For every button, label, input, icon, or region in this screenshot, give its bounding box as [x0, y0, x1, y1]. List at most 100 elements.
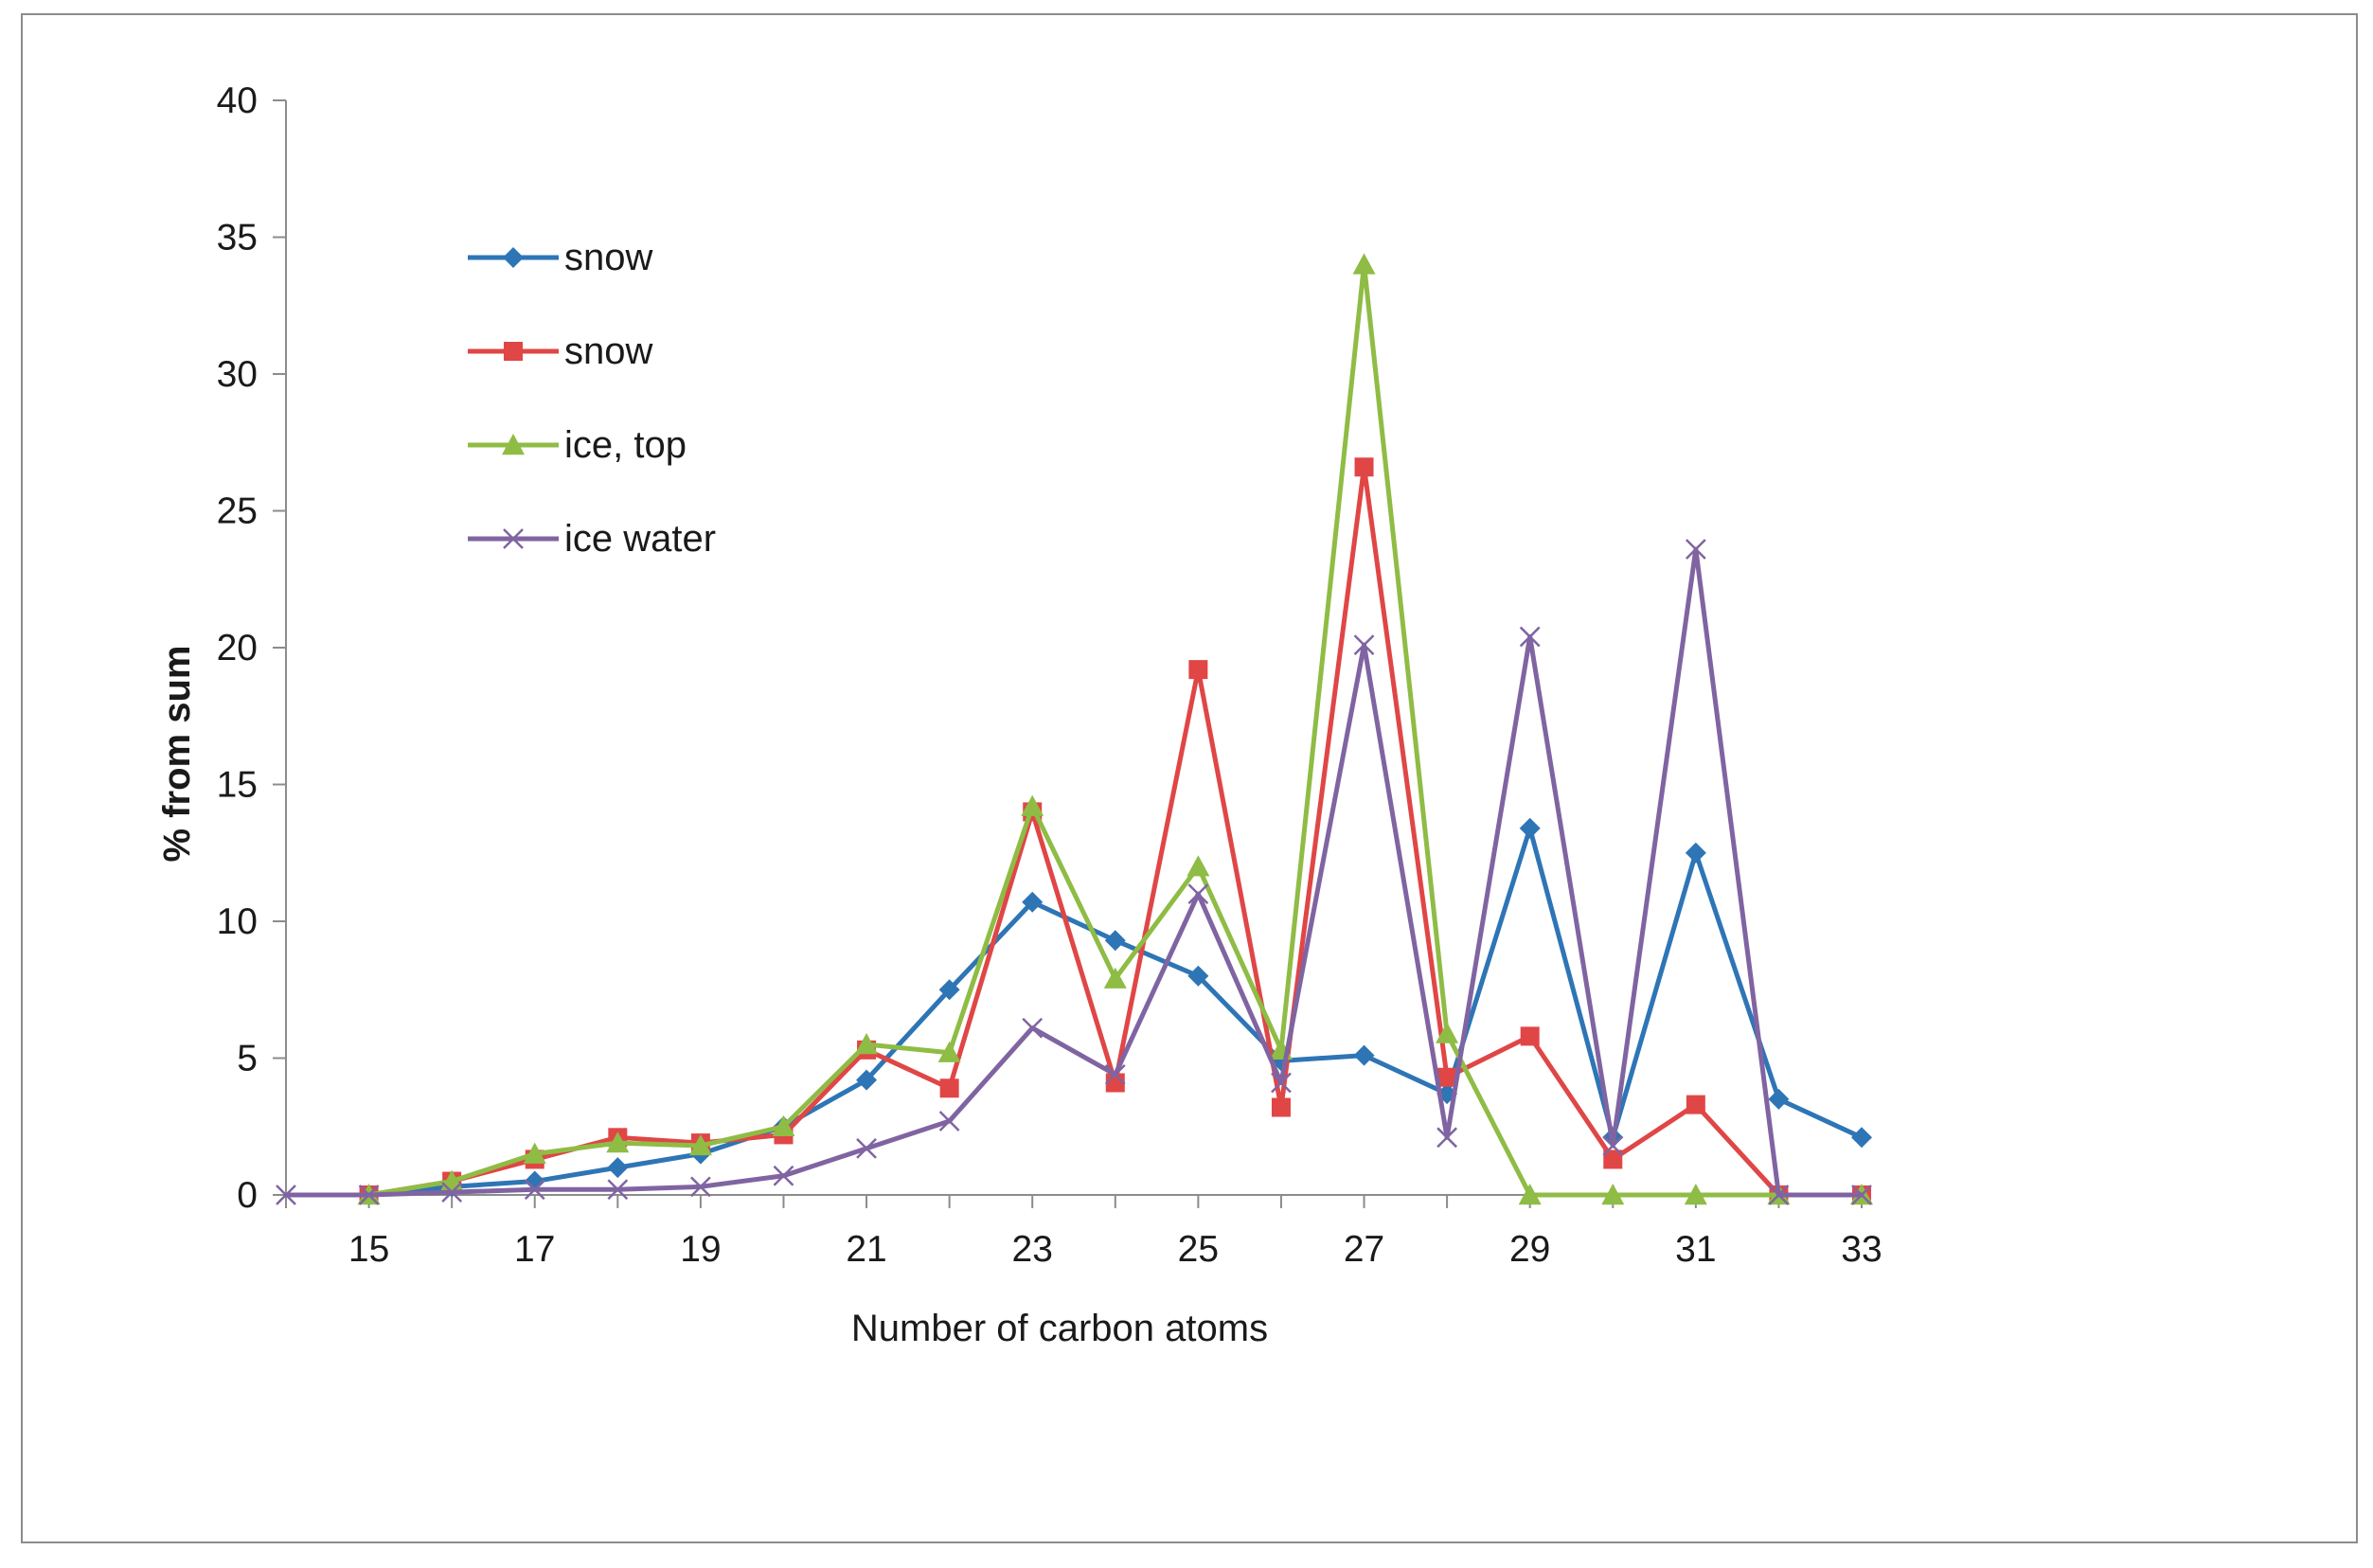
legend-label: snow: [564, 237, 652, 278]
y-tick-label: 10: [217, 901, 258, 942]
y-tick-label: 30: [217, 354, 258, 395]
marker-stroke: [1104, 1063, 1126, 1085]
data-point: [1271, 1097, 1291, 1117]
data-point: [772, 1114, 795, 1136]
x-axis-title: Number of carbon atoms: [851, 1308, 1268, 1349]
data-point: [1686, 1095, 1705, 1114]
chart-frame: 0 5 10 15 20 25 30 35 40 15 17 19 21 23 25 27 29 31 33 sno…: [21, 13, 2358, 1543]
marker-stroke: [1851, 1185, 1872, 1205]
marker-stroke: [938, 1111, 960, 1131]
marker-stroke: [690, 1176, 711, 1198]
data-point: [938, 1111, 960, 1131]
data-point: [524, 1179, 545, 1201]
marker-stroke: [607, 1179, 629, 1201]
marker-stroke: [1187, 883, 1209, 904]
data-point: [606, 1131, 630, 1153]
data-point: [855, 1033, 879, 1055]
y-tick-label: 5: [237, 1039, 258, 1079]
data-point: [1519, 626, 1541, 648]
data-point: [688, 1133, 712, 1156]
y-tick-label: 25: [217, 491, 258, 532]
data-point: [1353, 634, 1375, 655]
data-point: [939, 1078, 959, 1098]
legend-marker: [504, 342, 523, 361]
data-point: [1103, 967, 1127, 989]
data-point: [1685, 539, 1706, 560]
data-point: [1519, 817, 1541, 839]
legend-item: snow: [468, 237, 652, 278]
legend-item: ice, top: [468, 424, 687, 466]
marker-stroke: [524, 1179, 545, 1201]
marker-stroke: [358, 1185, 380, 1205]
data-point: [1851, 1127, 1872, 1149]
data-point: [1520, 1026, 1540, 1046]
data-point: [1022, 891, 1044, 913]
data-point: [1603, 1149, 1623, 1169]
data-point: [1436, 1022, 1459, 1043]
x-tick-label: 17: [514, 1229, 555, 1270]
data-point: [1685, 842, 1706, 864]
legend-label: ice, top: [564, 424, 687, 466]
x-tick-label: 29: [1509, 1229, 1550, 1270]
data-point: [1684, 1184, 1707, 1205]
data-point: [856, 1069, 878, 1091]
data-point: [1021, 794, 1044, 816]
data-point: [1768, 1185, 1790, 1205]
data-point: [938, 979, 960, 1001]
marker-stroke: [1685, 539, 1706, 560]
legend-marker: [502, 434, 525, 455]
data-point: [856, 1137, 877, 1159]
data-point: [1187, 965, 1209, 987]
legend-item: snow: [468, 330, 652, 372]
data-point: [358, 1185, 380, 1205]
data-point: [1104, 1063, 1126, 1085]
y-tick-label: 15: [217, 765, 258, 806]
data-point: [276, 1185, 296, 1205]
legend-item: ice water: [468, 518, 716, 560]
x-tick-label: 19: [680, 1229, 721, 1270]
series-2: [359, 457, 1871, 1204]
data-point: [607, 1157, 629, 1179]
y-tick-label: 0: [237, 1175, 258, 1216]
data-point: [1104, 930, 1126, 952]
legend-label: ice water: [564, 518, 716, 560]
series-3: [357, 253, 1873, 1205]
data-point: [1851, 1185, 1872, 1205]
marker-stroke: [1519, 626, 1541, 648]
y-tick-label: 35: [217, 218, 258, 258]
legend-label: snow: [564, 330, 652, 372]
x-tick-label: 25: [1178, 1229, 1219, 1270]
y-tick-label: 20: [217, 628, 258, 668]
marker-stroke: [276, 1185, 296, 1205]
marker-stroke: [1768, 1185, 1790, 1205]
marker-stroke: [1436, 1127, 1457, 1149]
data-point: [1271, 1072, 1292, 1094]
marker-stroke: [1602, 1135, 1624, 1156]
data-point: [1601, 1184, 1625, 1205]
marker-stroke: [503, 528, 524, 549]
data-point: [1022, 1017, 1044, 1039]
data-point: [937, 1041, 961, 1062]
data-point: [524, 1170, 545, 1192]
series-line: [366, 826, 1864, 1198]
data-point: [607, 1179, 629, 1201]
data-point: [1437, 1067, 1457, 1087]
x-tick-label: 27: [1344, 1229, 1384, 1270]
series-line: [283, 546, 1864, 1198]
x-tick-label: 33: [1841, 1229, 1882, 1270]
data-point: [1518, 1184, 1542, 1205]
x-tick-label: 21: [846, 1229, 886, 1270]
x-tick-label: 31: [1675, 1229, 1716, 1270]
data-point: [1436, 1127, 1457, 1149]
marker-stroke: [773, 1165, 794, 1186]
x-tick-label: 23: [1012, 1229, 1053, 1270]
data-point: [1353, 1044, 1375, 1066]
data-point: [1187, 883, 1209, 904]
data-point: [1188, 660, 1208, 680]
data-point: [1186, 855, 1210, 877]
marker-stroke: [441, 1182, 463, 1203]
data-point: [441, 1182, 463, 1203]
series-4: [276, 539, 1872, 1205]
line-chart: 0 5 10 15 20 25 30 35 40 15 17 19 21 23 25 27 29 31 33 sno…: [156, 80, 1882, 1349]
data-point: [690, 1176, 711, 1198]
